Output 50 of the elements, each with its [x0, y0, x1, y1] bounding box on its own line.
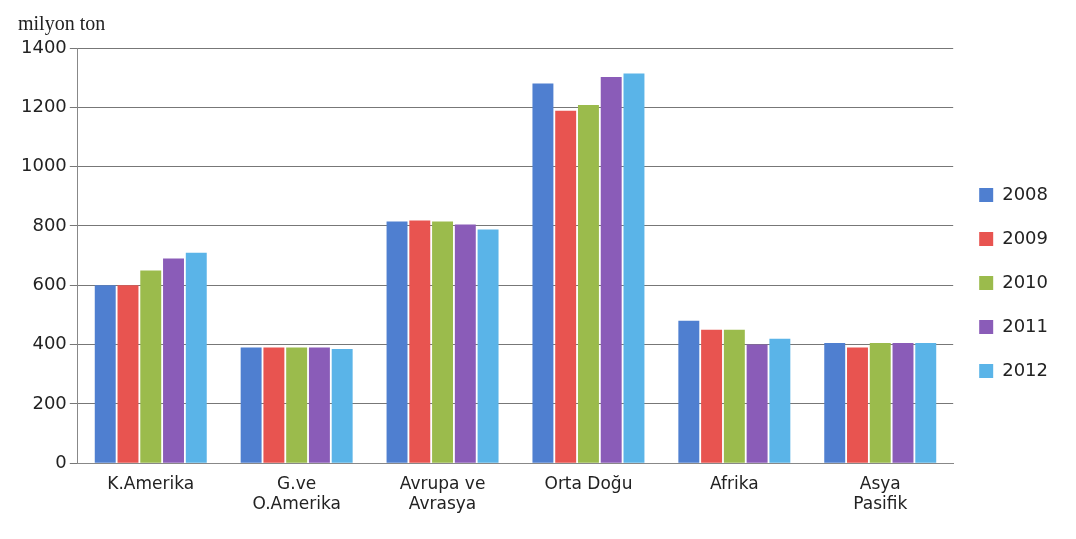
legend-label: 2008	[1002, 182, 1048, 204]
y-tick-label: 1400	[21, 35, 67, 57]
bar	[386, 221, 408, 463]
bar	[94, 285, 116, 463]
y-tick-label: 0	[55, 450, 67, 472]
bar	[847, 347, 868, 463]
y-tick-label: 600	[32, 272, 67, 294]
bar	[409, 220, 431, 463]
bar	[623, 73, 645, 463]
y-tick-label: 800	[32, 213, 67, 235]
bar	[600, 77, 622, 463]
legend-label: 2011	[1002, 314, 1048, 336]
x-tick-label: Orta Doğu	[544, 472, 633, 493]
bar	[477, 229, 499, 463]
bar	[577, 104, 599, 463]
bar	[140, 270, 162, 463]
bar	[824, 343, 846, 463]
y-axis-title: milyon ton	[18, 12, 106, 35]
y-tick-label: 1200	[21, 94, 67, 116]
legend-label: 2012	[1002, 358, 1048, 380]
bar	[532, 83, 554, 463]
bar	[308, 347, 330, 463]
bar	[185, 252, 207, 463]
bar	[701, 329, 723, 463]
x-tick-label: K.Amerika	[107, 472, 195, 493]
x-tick-label: Afrika	[710, 472, 759, 493]
x-tick-label: Avrupa ve Avrasya	[399, 472, 486, 514]
bar	[892, 343, 914, 463]
y-tick-label: 200	[32, 391, 67, 413]
bar	[915, 343, 937, 463]
bar	[117, 285, 139, 463]
bar	[286, 347, 308, 463]
bar	[746, 344, 768, 463]
bar	[678, 320, 700, 463]
bar	[163, 258, 184, 463]
bar	[240, 347, 262, 463]
bar	[432, 221, 454, 463]
legend-label: 2009	[1002, 226, 1048, 248]
bar	[331, 349, 353, 463]
bar	[869, 343, 891, 463]
bar	[263, 347, 285, 463]
x-tick-label: G.ve O.Amerika	[252, 472, 341, 514]
bar	[454, 224, 476, 463]
y-tick-label: 400	[32, 332, 67, 354]
bar	[555, 110, 577, 463]
y-tick-label: 1000	[21, 154, 67, 176]
bar	[723, 329, 745, 463]
bar	[769, 338, 791, 463]
legend-label: 2010	[1002, 270, 1048, 292]
x-tick-label: Asya Pasifik	[853, 472, 908, 514]
